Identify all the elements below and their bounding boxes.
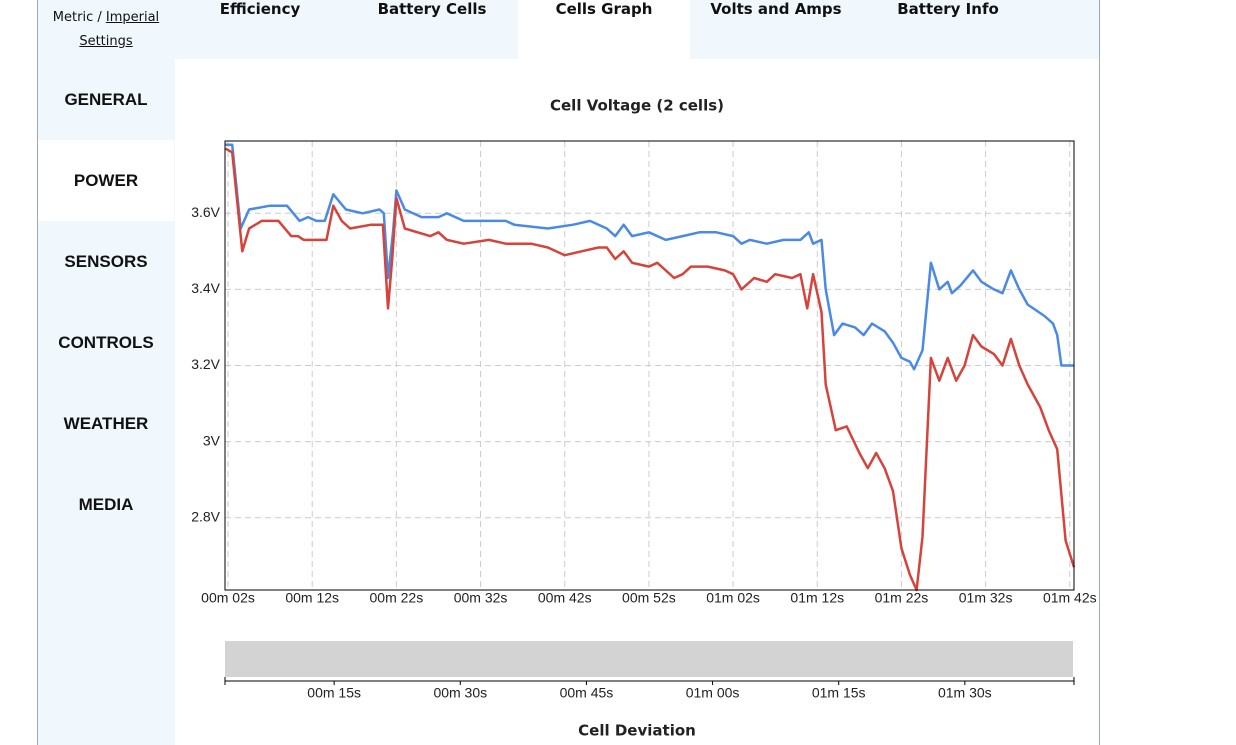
x-tick-label: 00m 22s [370, 590, 424, 606]
x-tick-label: 00m 42s [538, 590, 592, 606]
chart-title: Cell Deviation [578, 722, 696, 740]
x-tick-label: 01m 42s [1043, 590, 1097, 606]
y-tick-label: 3.4V [191, 280, 220, 296]
border [1099, 0, 1100, 745]
metric-link[interactable]: Metric [52, 10, 94, 25]
x-tick-label: 01m 02s [706, 590, 760, 606]
navigator-tick-label: 00m 45s [560, 685, 614, 701]
x-tick-label: 01m 22s [875, 590, 929, 606]
chart-title: Cell Voltage (2 cells) [550, 97, 724, 115]
x-tick-label: 00m 12s [285, 590, 339, 606]
tab[interactable]: Efficiency [219, 0, 301, 18]
menu-item[interactable]: POWER [38, 140, 174, 221]
navigator-tick-label: 01m 00s [686, 685, 740, 701]
x-tick-label: 00m 52s [622, 590, 676, 606]
imperial-link[interactable]: Imperial [105, 10, 160, 25]
menu-item[interactable]: MEDIA [78, 495, 134, 514]
y-tick-label: 3.6V [191, 204, 220, 220]
navigator-tick-label: 00m 15s [307, 685, 361, 701]
separator: / [97, 10, 102, 25]
tab[interactable]: Battery Info [897, 0, 999, 18]
navigator-band [225, 641, 1073, 677]
settings-header: Metric / Imperial Settings [38, 6, 174, 54]
plot-border [224, 140, 1075, 591]
navigator-tick-label: 00m 30s [433, 685, 487, 701]
tab[interactable]: Cells Graph [518, 0, 690, 59]
x-tick-label: 01m 12s [790, 590, 844, 606]
navigator-tick-label: 01m 30s [938, 685, 992, 701]
tab[interactable]: Volts and Amps [710, 0, 842, 18]
x-tick-label: 00m 02s [201, 590, 255, 606]
menu-item[interactable]: GENERAL [64, 90, 148, 109]
navigator-tick-label: 01m 15s [812, 685, 866, 701]
y-tick-label: 2.8V [191, 508, 220, 524]
series-line [224, 147, 1076, 592]
tab[interactable]: Battery Cells [377, 0, 487, 18]
settings-link[interactable]: Settings [79, 34, 133, 49]
y-tick-label: 3.2V [191, 356, 220, 372]
y-tick-label: 3V [203, 432, 221, 448]
menu-item[interactable]: CONTROLS [58, 333, 154, 352]
x-tick-label: 01m 32s [959, 590, 1013, 606]
sidebar [37, 0, 175, 745]
x-tick-label: 00m 32s [454, 590, 508, 606]
menu-item[interactable]: SENSORS [64, 252, 148, 271]
menu-item[interactable]: WEATHER [63, 414, 149, 433]
series-line [225, 143, 1074, 371]
